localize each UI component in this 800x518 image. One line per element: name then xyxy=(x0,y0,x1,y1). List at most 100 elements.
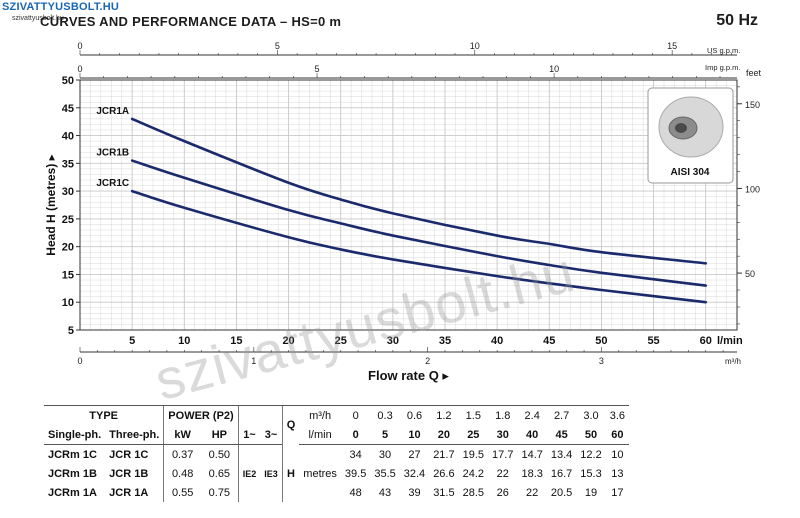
feet-tick-label: 100 xyxy=(745,184,760,194)
head-value: 18.3 xyxy=(521,467,543,480)
h-label: H xyxy=(287,467,295,480)
m3h-tick-label: 2 xyxy=(425,356,430,366)
three-phase-model: JCR 1C xyxy=(109,448,149,461)
x-tick-label: 40 xyxy=(491,335,503,347)
x-tick-label: 5 xyxy=(129,335,135,347)
logo-text: SZIVATTYUSBOLT.HU xyxy=(2,1,120,13)
impgpm-tick-label: 0 xyxy=(77,64,82,74)
head-value: 22 xyxy=(496,467,509,480)
three-phase-header: Three-ph. xyxy=(105,425,164,445)
impeller-eye xyxy=(675,123,687,133)
three-phase-model: JCR 1A xyxy=(109,486,149,499)
power-hp: 0.65 xyxy=(208,467,231,480)
x-tick-label: 20 xyxy=(282,335,294,347)
kw-header: kW xyxy=(163,425,201,445)
head-value: 15.3 xyxy=(580,467,602,480)
q-lmin-cell: 40 xyxy=(517,425,547,445)
phase1-header: 1~ xyxy=(237,425,261,445)
phase3-header: 3~ xyxy=(260,425,283,445)
ie2-badge: IE2 xyxy=(237,464,261,483)
head-value: 26.6 xyxy=(433,467,455,480)
head-value: 10 xyxy=(611,448,624,461)
q-lmin-cell: 50 xyxy=(576,425,606,445)
table-row: JCRm 1C JCR 1C 0.37 0.50 34 30 27 21.7 1… xyxy=(44,444,629,465)
axes xyxy=(76,50,742,353)
y-tick-label: 25 xyxy=(62,214,74,226)
q-lmin-cell: 10 xyxy=(399,425,430,445)
q-m3h-cell: 0.3 xyxy=(370,405,400,425)
x-unit-usgpm: US g.p.m. xyxy=(707,46,740,55)
x-tick-label: 55 xyxy=(647,335,659,347)
x-tick-label: 35 xyxy=(439,335,451,347)
x-tick-label: 60 xyxy=(700,335,712,347)
page-title: CURVES AND PERFORMANCE DATA – HS=0 m xyxy=(40,14,342,29)
q-m3h-cell: 2.7 xyxy=(546,405,577,425)
phase-cell xyxy=(260,445,282,465)
site-logo[interactable]: SZIVATTYUSBOLT.HU szivattyusbolt.hu xyxy=(0,0,119,26)
y-tick-label: 35 xyxy=(62,158,74,170)
three-phase-model: JCR 1B xyxy=(109,467,149,480)
impgpm-tick-label: 5 xyxy=(315,64,320,74)
performance-table: TYPE POWER (P2) Q m³/h 0 0.3 0.6 1.2 1.5… xyxy=(44,405,630,502)
q-m3h-cell: 0.6 xyxy=(399,405,430,425)
power-kw: 0.37 xyxy=(163,444,201,464)
m3h-tick-label: 3 xyxy=(599,356,604,366)
head-value: 13 xyxy=(611,467,624,480)
frequency-label: 50 Hz xyxy=(716,12,758,29)
head-value: 14.7 xyxy=(521,448,543,461)
single-phase-header: Single-ph. xyxy=(44,425,106,445)
q-m3h-cell: 1.2 xyxy=(429,405,459,425)
head-value: 17 xyxy=(611,486,624,499)
h-label-cell xyxy=(281,444,341,464)
curves xyxy=(130,117,708,304)
series-label: JCR1A xyxy=(96,106,129,117)
head-value: 43 xyxy=(378,486,392,499)
curve-jcr1a xyxy=(130,117,708,265)
power-hp: 0.50 xyxy=(208,448,231,461)
power-kw: 0.55 xyxy=(163,483,201,502)
x-tick-label: 30 xyxy=(387,335,399,347)
impeller-inset: AISI 304 xyxy=(647,87,734,184)
q-lmin-cell: 5 xyxy=(370,425,400,445)
head-value: 13.4 xyxy=(550,448,573,461)
impgpm-tick-label: 10 xyxy=(549,64,559,74)
phase-cell xyxy=(237,444,261,464)
head-value: 22 xyxy=(526,486,539,499)
usgpm-tick-label: 5 xyxy=(275,41,280,51)
feet-tick-label: 50 xyxy=(745,269,755,279)
usgpm-tick-label: 15 xyxy=(667,41,677,51)
head-value: 31.5 xyxy=(433,486,455,499)
y-tick-label: 50 xyxy=(62,75,74,87)
m3h-tick-label: 1 xyxy=(251,356,256,366)
x-tick-label: 45 xyxy=(543,335,555,347)
power-hp: 0.75 xyxy=(208,486,231,499)
ie3-badge: IE3 xyxy=(264,468,278,479)
head-value: 21.7 xyxy=(433,448,455,461)
y-tick-label: 40 xyxy=(62,131,74,143)
q-lmin-cell: 0 xyxy=(340,425,371,445)
q-lmin-cell: 30 xyxy=(488,425,518,445)
q-m3h-unit: m³/h xyxy=(299,405,341,425)
x-tick-label: 25 xyxy=(335,335,347,347)
head-value: 16.7 xyxy=(550,467,573,480)
q-lmin-cell: 45 xyxy=(546,425,577,445)
q-lmin-cell: 60 xyxy=(605,425,630,445)
x-unit-m3h: m³/h xyxy=(725,357,741,366)
head-value: 17.7 xyxy=(492,448,514,461)
table-row: JCRm 1A JCR 1A 0.55 0.75 48 43 39 31.5 2… xyxy=(44,483,629,502)
q-m3h-cell: 1.5 xyxy=(458,405,489,425)
q-m3h-cell: 3.0 xyxy=(576,405,606,425)
usgpm-tick-label: 0 xyxy=(77,41,82,51)
power-kw: 0.48 xyxy=(163,464,201,483)
q-m3h-cell: 1.8 xyxy=(488,405,518,425)
hp-header: HP xyxy=(201,425,239,445)
x-unit-lmin: l/min xyxy=(717,335,743,347)
feet-unit: feet xyxy=(746,68,762,78)
curve-jcr1b xyxy=(130,159,708,287)
q-lmin-cell: 25 xyxy=(458,425,489,445)
series-label: JCR1C xyxy=(96,178,129,189)
y-tick-label: 10 xyxy=(62,297,74,309)
head-value: 30 xyxy=(378,448,392,461)
